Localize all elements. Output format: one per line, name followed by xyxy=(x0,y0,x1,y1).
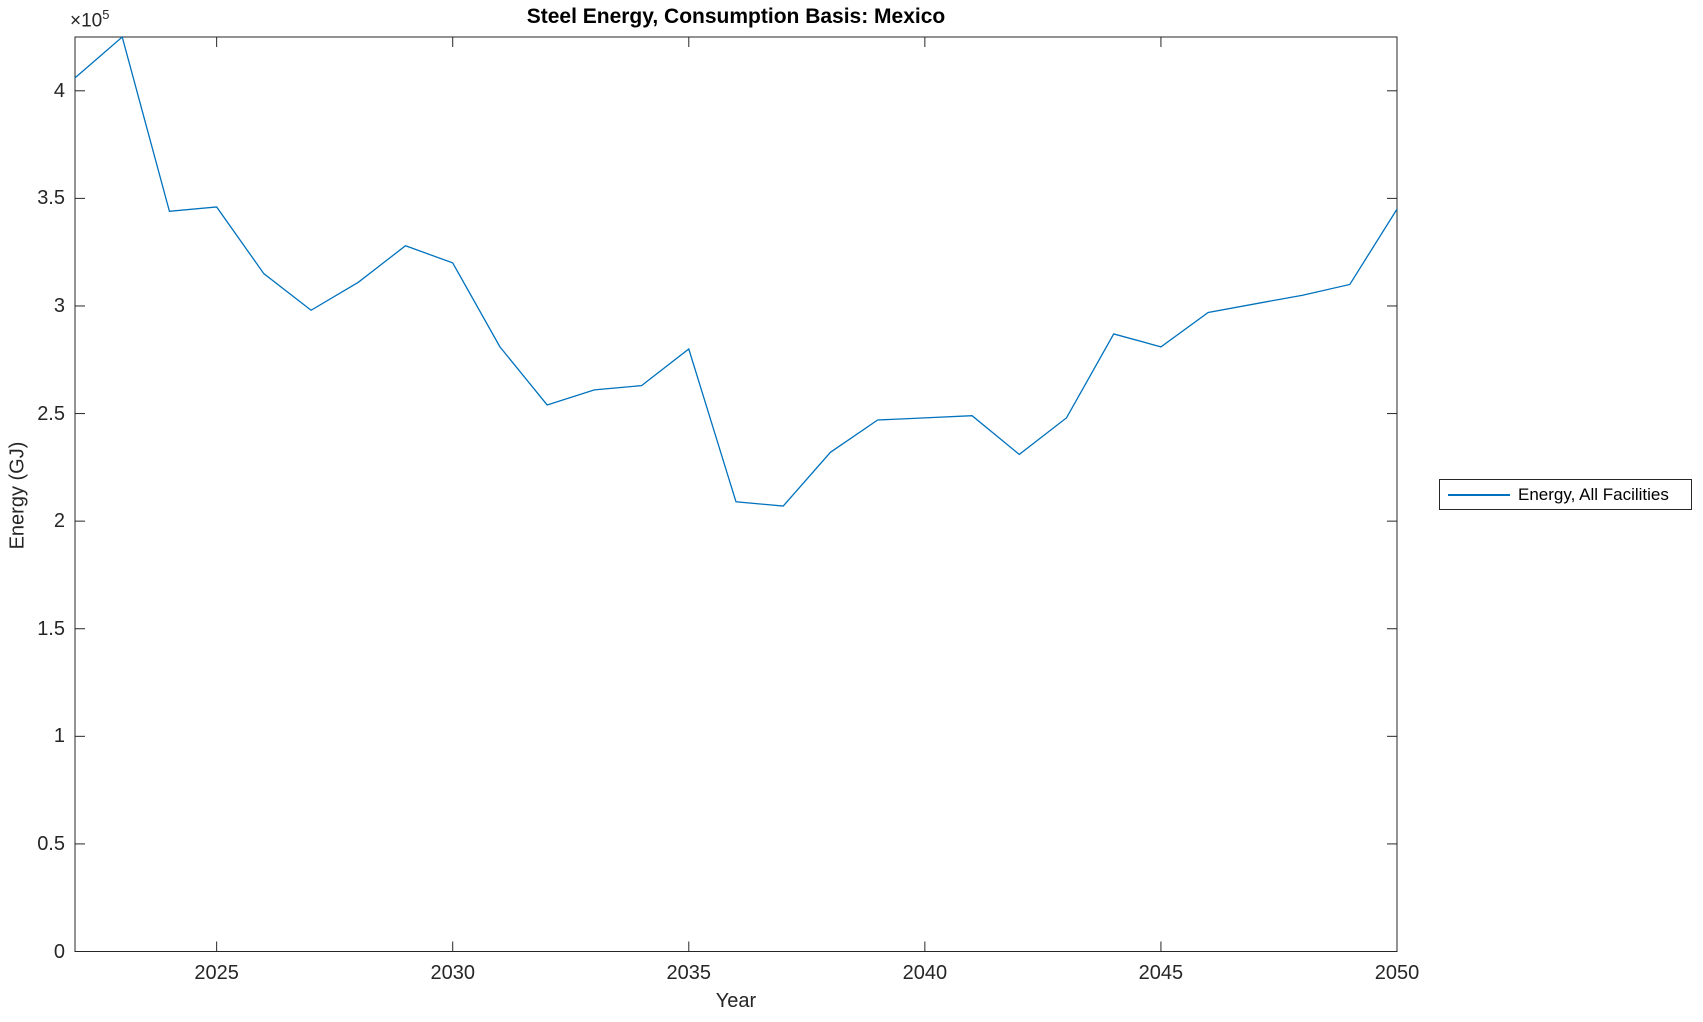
y-tick-label: 0 xyxy=(53,940,65,963)
y-tick-label: 1 xyxy=(53,725,65,748)
x-tick-label: 2040 xyxy=(902,962,948,984)
x-tick-label: 2050 xyxy=(1374,962,1420,984)
y-tick-label: 2.5 xyxy=(37,402,65,425)
axes-box xyxy=(74,36,1398,952)
y-tick-label: 2 xyxy=(53,510,65,533)
data-series-line xyxy=(74,35,1398,507)
y-axis-label: Energy (GJ) xyxy=(6,441,29,550)
x-axis-label: Year xyxy=(715,990,757,1012)
legend: Energy, All Facilities xyxy=(1439,479,1692,510)
x-tick-label: 2030 xyxy=(430,962,475,984)
y-tick-label: 0.5 xyxy=(37,832,65,855)
y-tick-label: 1.5 xyxy=(37,617,65,640)
legend-label: Energy, All Facilities xyxy=(1518,484,1669,504)
y-tick-label: 3 xyxy=(53,294,65,317)
chart-title: Steel Energy, Consumption Basis: Mexico xyxy=(526,5,946,28)
y-tick-label: 3.5 xyxy=(37,187,65,210)
y-tick-label: 4 xyxy=(53,79,65,102)
y-axis-multiplier: ×105 xyxy=(70,7,109,32)
x-tick-label: 2025 xyxy=(194,962,239,984)
x-tick-label: 2035 xyxy=(666,962,712,984)
multiplier-base: ×10 xyxy=(70,10,103,32)
x-tick-label: 2045 xyxy=(1138,962,1184,984)
multiplier-exponent: 5 xyxy=(102,7,110,22)
legend-line-sample xyxy=(1448,493,1510,496)
